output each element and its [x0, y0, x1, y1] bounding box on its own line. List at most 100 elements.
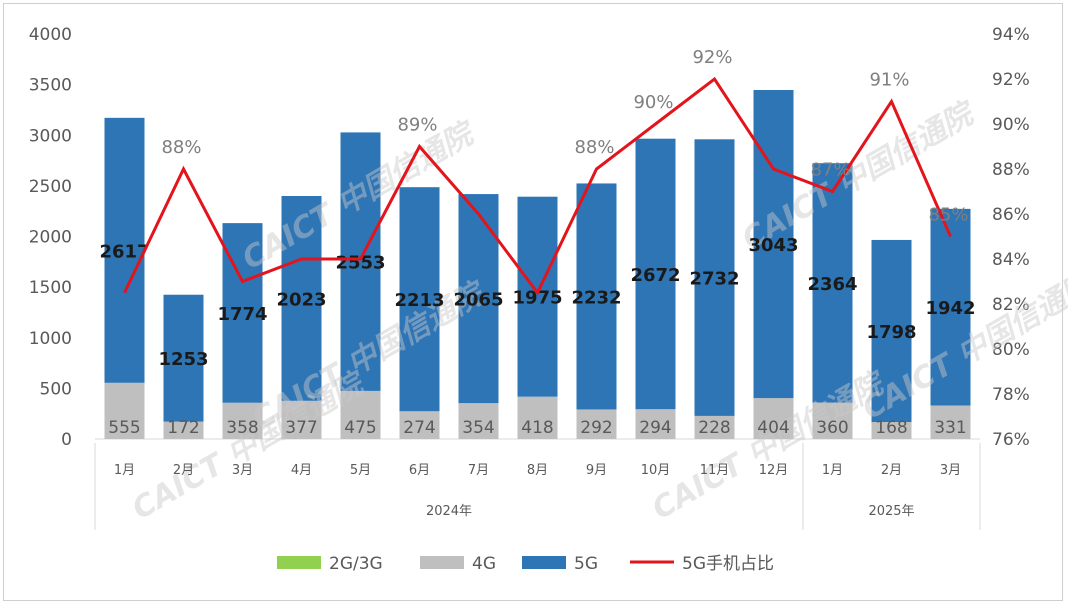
x-tick-label: 3月	[232, 463, 253, 478]
x-tick-label: 2月	[881, 463, 902, 478]
bar-5g	[517, 196, 558, 397]
bar-4g	[222, 402, 263, 439]
bar-4g	[930, 405, 971, 439]
data-label-share: 88%	[574, 137, 614, 158]
y2-tick-label: 84%	[992, 250, 1030, 270]
x-tick-label: 1月	[822, 463, 843, 478]
bar-5g	[399, 187, 440, 412]
data-label-share: 85%	[928, 205, 968, 226]
y2-tick-label: 90%	[992, 115, 1030, 135]
bar-4g	[458, 403, 499, 439]
y2-tick-label: 92%	[992, 70, 1030, 90]
line-5g-share	[123, 76, 952, 296]
data-label-5g: 1975	[512, 288, 562, 309]
bar-4g	[340, 390, 381, 439]
data-label-5g: 2213	[394, 290, 444, 311]
data-label-4g: 294	[639, 418, 671, 438]
y-tick-label: 1500	[29, 278, 72, 298]
data-label-5g: 1774	[217, 304, 267, 325]
y-tick-label: 2500	[29, 177, 72, 197]
bar-5g	[340, 132, 381, 391]
x-tick-label: 2月	[173, 463, 194, 478]
data-label-4g: 168	[875, 418, 907, 438]
data-label-share: 90%	[633, 92, 673, 113]
legend-label: 4G	[472, 554, 496, 574]
data-label-share: 91%	[869, 70, 909, 91]
x-tick-label: 11月	[700, 463, 730, 478]
legend-swatch	[522, 556, 566, 569]
bar-4g	[104, 382, 145, 439]
data-label-4g: 358	[226, 418, 258, 438]
year-group-label: 2024年	[426, 504, 472, 519]
data-label-5g: 2232	[571, 287, 621, 308]
bar-5g	[753, 89, 794, 399]
bar-5g	[930, 208, 971, 406]
y2-tick-label: 88%	[992, 160, 1030, 180]
data-label-4g: 172	[167, 418, 199, 438]
data-label-share: 88%	[161, 137, 201, 158]
data-label-5g: 2732	[689, 269, 739, 290]
bar-4g	[399, 411, 440, 439]
y-tick-label: 2000	[29, 228, 72, 248]
bar-4g	[871, 421, 912, 439]
y-tick-label: 1000	[29, 329, 72, 349]
y-tick-label: 0	[61, 430, 72, 450]
y2-tick-label: 94%	[992, 25, 1030, 45]
bar-5g	[812, 163, 853, 403]
data-label-5g: 2672	[630, 265, 680, 286]
legend-label: 5G手机占比	[682, 554, 774, 574]
bar-5g	[163, 294, 204, 422]
bar-4g	[635, 409, 676, 439]
x-tick-label: 8月	[527, 463, 548, 478]
y-tick-label: 3500	[29, 76, 72, 96]
data-label-5g: 1942	[925, 298, 975, 319]
data-label-5g: 3043	[748, 235, 798, 256]
bar-4g	[517, 396, 558, 439]
bar-4g	[576, 409, 617, 439]
x-tick-label: 4月	[291, 463, 312, 478]
y-tick-label: 4000	[29, 25, 72, 45]
y2-tick-label: 82%	[992, 295, 1030, 315]
data-label-4g: 418	[521, 418, 553, 438]
y2-tick-label: 78%	[992, 385, 1030, 405]
x-tick-label: 9月	[586, 463, 607, 478]
year-group-label: 2025年	[868, 504, 914, 519]
legend-swatch	[420, 556, 464, 569]
legend-label: 5G	[574, 554, 598, 574]
y-tick-label: 500	[40, 379, 72, 399]
bar-4g	[281, 400, 322, 439]
data-label-share: 89%	[397, 115, 437, 136]
data-label-4g: 377	[285, 418, 317, 438]
data-label-share: 87%	[810, 160, 850, 181]
data-label-5g: 1253	[158, 349, 208, 370]
data-label-4g: 360	[816, 418, 848, 438]
data-label-4g: 475	[344, 418, 376, 438]
data-label-5g: 2617	[99, 241, 149, 262]
bar-4g	[694, 415, 735, 439]
bar-5g	[458, 194, 499, 404]
y-tick-label: 3000	[29, 126, 72, 146]
x-tick-label: 5月	[350, 463, 371, 478]
data-label-5g: 1798	[866, 322, 916, 343]
data-label-5g: 2065	[453, 290, 503, 311]
data-label-4g: 228	[698, 418, 730, 438]
legend-label: 2G/3G	[329, 554, 383, 574]
legend-swatch	[277, 556, 321, 569]
data-label-share: 92%	[692, 47, 732, 68]
x-tick-label: 10月	[641, 463, 671, 478]
x-tick-label: 3月	[940, 463, 961, 478]
bar-5g	[635, 138, 676, 410]
x-tick-label: 1月	[114, 463, 135, 478]
data-label-4g: 354	[462, 418, 494, 438]
bar-5g	[694, 139, 735, 416]
bar-5g	[281, 196, 322, 401]
bar-5g	[104, 117, 145, 383]
data-label-4g: 292	[580, 418, 612, 438]
x-tick-label: 6月	[409, 463, 430, 478]
bar-5g	[576, 183, 617, 410]
bar-4g	[163, 421, 204, 439]
data-label-5g: 2364	[807, 274, 857, 295]
y2-tick-label: 76%	[992, 430, 1030, 450]
data-label-4g: 331	[934, 418, 966, 438]
